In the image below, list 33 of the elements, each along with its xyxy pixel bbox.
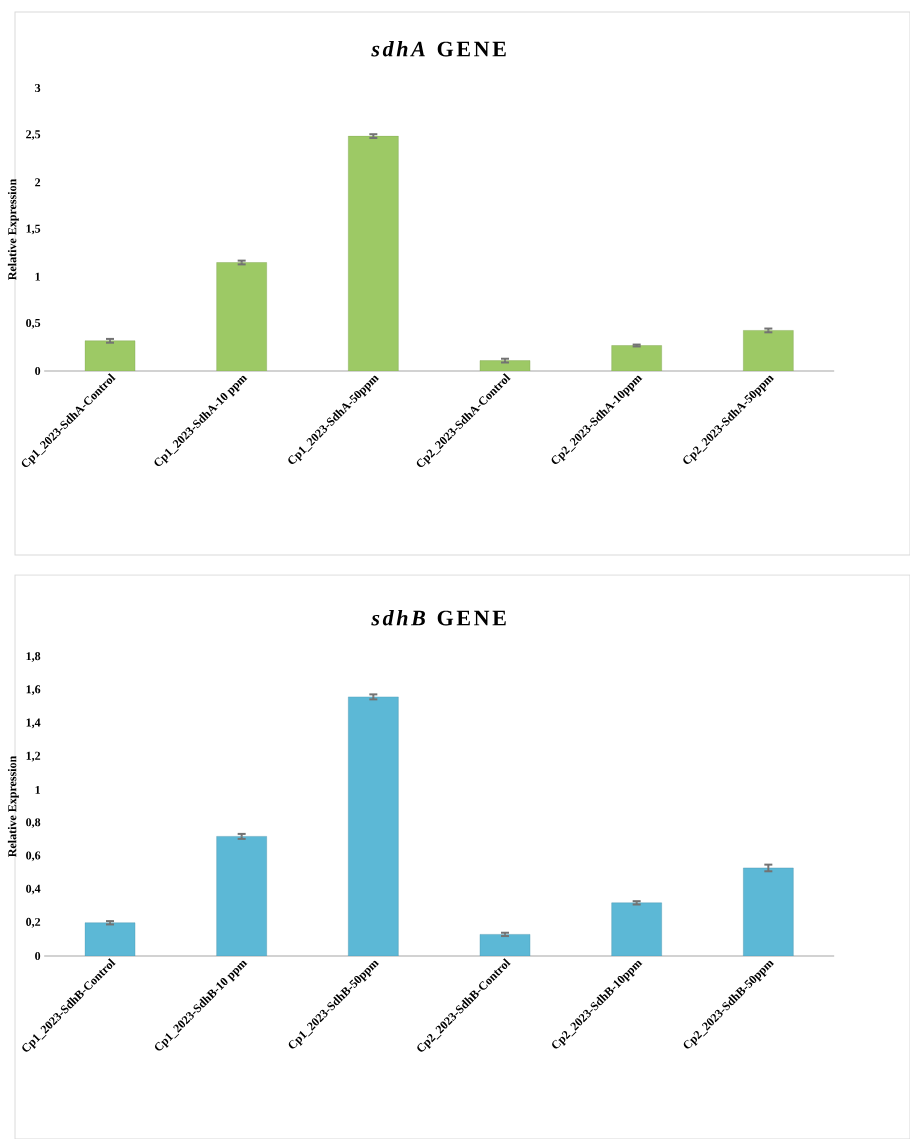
- y-tick-label: 1,2: [26, 751, 41, 762]
- bar: [216, 836, 267, 956]
- bar: [743, 867, 794, 956]
- y-tick-label: 2,5: [26, 130, 41, 141]
- bar: [216, 262, 267, 371]
- bar: [348, 696, 399, 956]
- chart-title: sdhB GENE: [371, 609, 506, 626]
- chart-title: sdhA GENE: [371, 40, 506, 57]
- y-tick-label: 3: [35, 83, 41, 93]
- y-tick-label: 0,8: [26, 818, 41, 829]
- bar: [611, 902, 662, 956]
- y-axis-title: Relative Expression: [7, 755, 19, 858]
- bar: [479, 360, 531, 371]
- bar: [611, 345, 662, 371]
- y-tick-label: 0,4: [26, 884, 41, 895]
- bar: [84, 922, 136, 956]
- y-tick-label: 1,6: [26, 685, 41, 696]
- bar: [479, 934, 531, 956]
- y-tick-label: 1,4: [26, 718, 41, 729]
- bar: [743, 330, 794, 371]
- y-tick-label: 0,6: [26, 851, 41, 862]
- y-tick-label: 1,8: [26, 652, 41, 662]
- bar: [84, 340, 136, 371]
- y-tick-label: 1,5: [26, 224, 41, 235]
- y-tick-label: 0: [35, 366, 41, 376]
- y-tick-label: 0: [35, 951, 41, 961]
- y-tick-label: 0,2: [26, 917, 41, 928]
- y-axis-title: Relative Expression: [7, 178, 19, 281]
- y-tick-label: 0,5: [26, 318, 41, 329]
- y-tick-label: 2: [35, 178, 41, 187]
- bar: [348, 135, 399, 371]
- y-tick-label: 1: [35, 272, 41, 281]
- y-tick-label: 1: [35, 785, 41, 794]
